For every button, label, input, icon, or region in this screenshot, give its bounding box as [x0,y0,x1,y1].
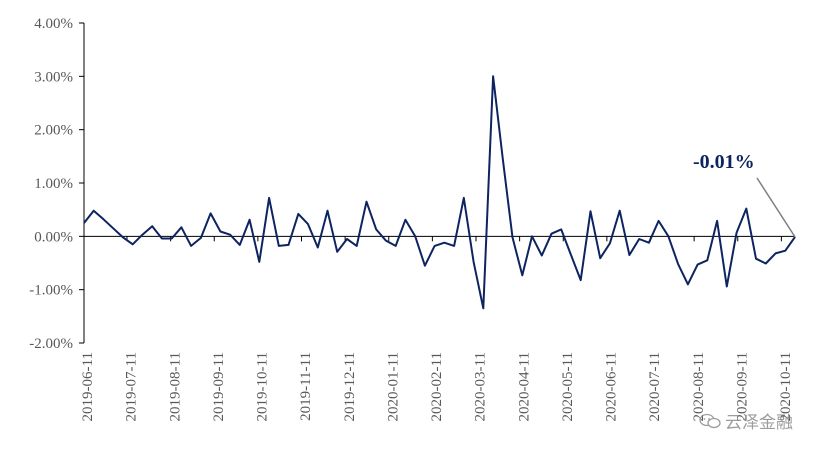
x-tick-label: 2020-09-11 [734,352,750,421]
x-tick-label: 2019-11-11 [298,352,314,421]
x-tick-label: 2020-01-11 [385,352,401,421]
x-tick-label: 2019-12-11 [342,352,358,421]
x-tick-label: 2019-10-11 [255,352,271,421]
x-tick-label: 2020-08-11 [691,352,707,421]
y-tick-label: 4.00% [34,16,73,32]
y-tick-label: 2.00% [34,123,73,139]
x-tick-label: 2020-07-11 [647,352,663,421]
x-axis-labels: 2019-06-11 2019-07-11 2019-08-11 2019-09-11… [80,352,794,421]
x-tick-label: 2020-05-11 [560,352,576,421]
y-tick-label: 3.00% [34,69,73,85]
x-tick-label: 2020-04-11 [516,352,532,421]
wechat-icon [699,413,721,428]
y-axis-labels: -2.00% -1.00% 0.00% 1.00% 2.00% 3.00% 4.00% [29,16,84,352]
x-tick-label: 2020-02-11 [429,352,445,421]
x-tick-label: 2020-10-11 [778,352,794,421]
callout-label: -0.01% [693,151,755,173]
callout-leader-line [756,177,796,238]
y-tick-label: 0.00% [34,229,73,245]
x-tick-label: 2020-03-11 [473,352,489,421]
y-tick-label: -1.00% [29,283,73,299]
x-tick-label: 2020-06-11 [604,352,620,421]
y-tick-label: 1.00% [34,176,73,192]
watermark-text: 云泽金融 [725,413,793,433]
x-tick-label: 2019-07-11 [124,352,140,421]
x-axis [84,235,795,242]
watermark: 云泽金融 [699,408,793,433]
x-tick-label: 2019-09-11 [211,352,227,421]
y-tick-label: -2.00% [29,336,73,352]
x-tick-label: 2019-06-11 [80,352,96,421]
series-line [83,75,796,310]
x-tick-label: 2019-08-11 [167,352,183,421]
